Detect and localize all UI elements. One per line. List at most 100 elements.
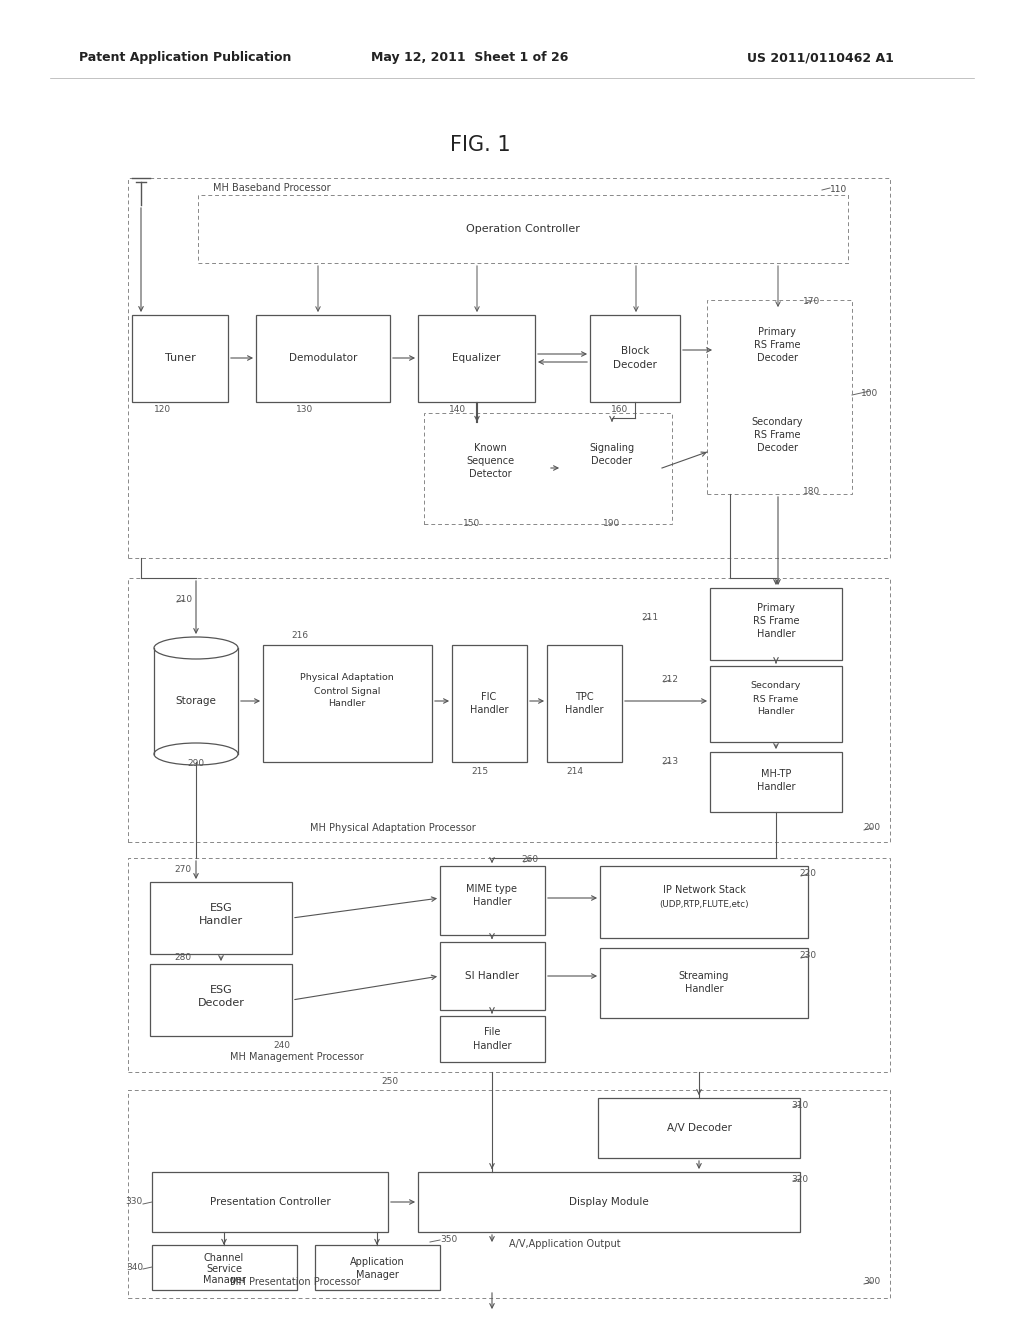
Text: Primary: Primary: [757, 603, 795, 612]
Text: Manager: Manager: [355, 1270, 398, 1280]
Text: 211: 211: [641, 614, 658, 623]
Text: Channel: Channel: [204, 1253, 244, 1263]
Bar: [315, 1245, 440, 1290]
Bar: [418, 315, 535, 403]
Bar: [198, 195, 848, 263]
Text: Handler: Handler: [199, 916, 243, 927]
Text: FIC: FIC: [481, 692, 497, 702]
Text: Handler: Handler: [565, 705, 603, 715]
Text: 212: 212: [662, 676, 679, 685]
Text: File: File: [483, 1027, 500, 1038]
Bar: [598, 1098, 800, 1158]
Text: Handler: Handler: [757, 630, 796, 639]
Text: 130: 130: [296, 405, 313, 414]
Bar: [452, 645, 527, 762]
Text: Streaming: Streaming: [679, 972, 729, 981]
Text: 260: 260: [521, 855, 539, 865]
Bar: [710, 752, 842, 812]
Text: Decoder: Decoder: [613, 360, 657, 370]
Text: Equalizer: Equalizer: [452, 352, 500, 363]
Bar: [440, 1016, 545, 1063]
Text: Secondary: Secondary: [752, 417, 803, 426]
Text: 216: 216: [292, 631, 308, 640]
Text: Storage: Storage: [175, 696, 216, 706]
Bar: [150, 882, 292, 954]
Bar: [152, 1245, 297, 1290]
Bar: [128, 178, 890, 558]
Text: 160: 160: [611, 405, 629, 414]
Text: Patent Application Publication: Patent Application Publication: [79, 51, 291, 65]
Text: Display Module: Display Module: [569, 1197, 649, 1206]
Bar: [600, 866, 808, 939]
Text: MH-TP: MH-TP: [761, 770, 792, 779]
Bar: [707, 300, 852, 494]
Text: A/V Decoder: A/V Decoder: [667, 1123, 731, 1133]
Text: Handler: Handler: [685, 983, 723, 994]
Bar: [256, 315, 390, 403]
Ellipse shape: [154, 638, 238, 659]
Text: Handler: Handler: [758, 708, 795, 717]
Text: Decoder: Decoder: [592, 455, 633, 466]
Text: Physical Adaptation: Physical Adaptation: [300, 673, 394, 682]
Text: Decoder: Decoder: [757, 352, 798, 363]
Bar: [440, 866, 545, 935]
Text: MH Management Processor: MH Management Processor: [230, 1052, 364, 1063]
Text: MH Baseband Processor: MH Baseband Processor: [213, 183, 331, 193]
Bar: [440, 942, 545, 1010]
Bar: [128, 578, 890, 842]
Text: 140: 140: [450, 405, 467, 414]
Text: MIME type: MIME type: [467, 884, 517, 894]
Text: MH Presentation Processor: MH Presentation Processor: [230, 1276, 360, 1287]
Text: Manager: Manager: [203, 1275, 246, 1284]
Bar: [562, 422, 662, 515]
Text: 250: 250: [381, 1077, 398, 1086]
Text: 220: 220: [800, 870, 816, 879]
Text: 270: 270: [174, 866, 191, 874]
Text: RS Frame: RS Frame: [754, 341, 800, 350]
Text: 230: 230: [800, 952, 816, 961]
Bar: [715, 400, 840, 483]
Bar: [424, 413, 672, 524]
Text: Known: Known: [474, 444, 507, 453]
Text: Demodulator: Demodulator: [289, 352, 357, 363]
Text: Application: Application: [349, 1257, 404, 1267]
Bar: [128, 1090, 890, 1298]
Text: Handler: Handler: [473, 1041, 511, 1051]
Text: 170: 170: [804, 297, 820, 305]
Text: Signaling: Signaling: [590, 444, 635, 453]
Bar: [152, 1172, 388, 1232]
Bar: [132, 315, 228, 403]
Text: 300: 300: [863, 1278, 881, 1287]
Text: Block: Block: [621, 346, 649, 356]
Bar: [710, 587, 842, 660]
Text: RS Frame: RS Frame: [754, 430, 800, 440]
Bar: [547, 645, 622, 762]
Text: 240: 240: [273, 1041, 291, 1051]
Text: Detector: Detector: [469, 469, 511, 479]
Text: ESG: ESG: [210, 903, 232, 913]
Text: 280: 280: [174, 953, 191, 961]
Bar: [600, 948, 808, 1018]
Text: 214: 214: [566, 767, 584, 776]
Text: FIG. 1: FIG. 1: [450, 135, 510, 154]
Text: 213: 213: [662, 758, 679, 767]
Text: 350: 350: [440, 1236, 458, 1245]
Bar: [128, 858, 890, 1072]
Bar: [715, 310, 840, 393]
Text: 200: 200: [863, 824, 881, 833]
Text: 150: 150: [464, 519, 480, 528]
Text: May 12, 2011  Sheet 1 of 26: May 12, 2011 Sheet 1 of 26: [372, 51, 568, 65]
Text: RS Frame: RS Frame: [753, 616, 800, 626]
Text: Handler: Handler: [329, 700, 366, 709]
Text: 190: 190: [603, 519, 621, 528]
Text: 210: 210: [175, 595, 193, 605]
Text: 120: 120: [155, 405, 172, 414]
Text: Secondary: Secondary: [751, 681, 801, 690]
Text: Primary: Primary: [758, 327, 796, 337]
Text: SI Handler: SI Handler: [465, 972, 519, 981]
Text: 100: 100: [861, 388, 879, 397]
Text: 340: 340: [126, 1262, 143, 1271]
Bar: [150, 964, 292, 1036]
Text: Operation Controller: Operation Controller: [466, 224, 580, 234]
Text: 110: 110: [830, 185, 847, 194]
